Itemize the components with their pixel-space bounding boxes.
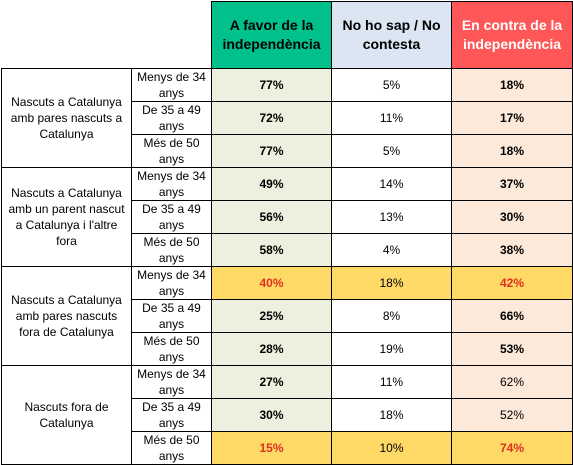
contra-cell: 62% <box>451 365 573 399</box>
nohosap-cell: 19% <box>331 332 452 366</box>
nohosap-cell: 11% <box>331 365 452 399</box>
contra-cell: 30% <box>451 200 573 234</box>
contra-cell: 18% <box>451 68 573 102</box>
age-label: De 35 a 49 anys <box>131 398 212 432</box>
age-label: Més de 50 anys <box>131 233 212 267</box>
age-label: Més de 50 anys <box>131 332 212 366</box>
blank-corner-cell <box>131 1 212 69</box>
table-row: De 35 a 49 anys 30% 18% 52% <box>2 398 573 432</box>
table-row: De 35 a 49 anys 72% 11% 17% <box>2 101 573 135</box>
header-contra: En contra de la independència <box>451 1 573 69</box>
table-row: De 35 a 49 anys 56% 13% 30% <box>2 200 573 234</box>
nohosap-cell: 14% <box>331 167 452 201</box>
favor-cell: 49% <box>211 167 332 201</box>
contra-cell: 66% <box>451 299 573 333</box>
age-label: Menys de 34 anys <box>131 167 212 201</box>
age-label: De 35 a 49 anys <box>131 200 212 234</box>
contra-cell-highlighted: 42% <box>451 266 573 300</box>
nohosap-cell: 13% <box>331 200 452 234</box>
contra-cell: 52% <box>451 398 573 432</box>
table-row: Nascuts a Catalunya amb pares nascuts a … <box>1 68 573 168</box>
nohosap-cell: 18% <box>331 398 452 432</box>
favor-cell: 72% <box>211 101 332 135</box>
header-row: A favor de la independència No ho sap / … <box>1 1 573 69</box>
nohosap-cell-highlighted: 18% <box>331 266 452 300</box>
nohosap-cell: 5% <box>331 134 452 168</box>
group-label: Nascuts fora de Catalunya <box>1 365 132 465</box>
table-row: Nascuts fora de Catalunya Menys de 34 an… <box>1 365 573 465</box>
contra-cell: 53% <box>451 332 573 366</box>
header-nohosap: No ho sap / No contesta <box>331 1 452 69</box>
favor-cell: 56% <box>211 200 332 234</box>
age-label: De 35 a 49 anys <box>131 299 212 333</box>
contra-cell: 17% <box>451 101 573 135</box>
nohosap-cell: 8% <box>331 299 452 333</box>
contra-cell-highlighted: 74% <box>451 431 573 465</box>
age-label: Menys de 34 anys <box>131 365 212 399</box>
favor-cell-highlighted: 40% <box>211 266 332 300</box>
table-row: Més de 50 anys 58% 4% 38% <box>2 233 573 267</box>
nohosap-cell-highlighted: 10% <box>331 431 452 465</box>
age-label: Més de 50 anys <box>131 134 212 168</box>
table-row: Més de 50 anys 77% 5% 18% <box>2 134 573 168</box>
group-label: Nascuts a Catalunya amb un parent nascut… <box>1 167 132 267</box>
contra-cell: 18% <box>451 134 573 168</box>
favor-cell: 77% <box>211 68 332 102</box>
group-label: Nascuts a Catalunya amb pares nascuts fo… <box>1 266 132 366</box>
table-row: Nascuts a Catalunya amb pares nascuts fo… <box>1 266 573 366</box>
age-label: Menys de 34 anys <box>131 68 212 102</box>
favor-cell: 58% <box>211 233 332 267</box>
favor-cell: 30% <box>211 398 332 432</box>
header-favor: A favor de la independència <box>211 1 332 69</box>
age-label: Més de 50 anys <box>131 431 212 465</box>
contra-cell: 38% <box>451 233 573 267</box>
table-row: De 35 a 49 anys 25% 8% 66% <box>2 299 573 333</box>
favor-cell: 77% <box>211 134 332 168</box>
favor-cell: 27% <box>211 365 332 399</box>
nohosap-cell: 11% <box>331 101 452 135</box>
blank-corner-cell <box>1 1 132 69</box>
favor-cell: 28% <box>211 332 332 366</box>
favor-cell-highlighted: 15% <box>211 431 332 465</box>
age-label: Menys de 34 anys <box>131 266 212 300</box>
group-label: Nascuts a Catalunya amb pares nascuts a … <box>1 68 132 168</box>
contra-cell: 37% <box>451 167 573 201</box>
favor-cell: 25% <box>211 299 332 333</box>
nohosap-cell: 5% <box>331 68 452 102</box>
table-row: Nascuts a Catalunya amb un parent nascut… <box>1 167 573 267</box>
age-label: De 35 a 49 anys <box>131 101 212 135</box>
table-row: Més de 50 anys 28% 19% 53% <box>2 332 573 366</box>
nohosap-cell: 4% <box>331 233 452 267</box>
